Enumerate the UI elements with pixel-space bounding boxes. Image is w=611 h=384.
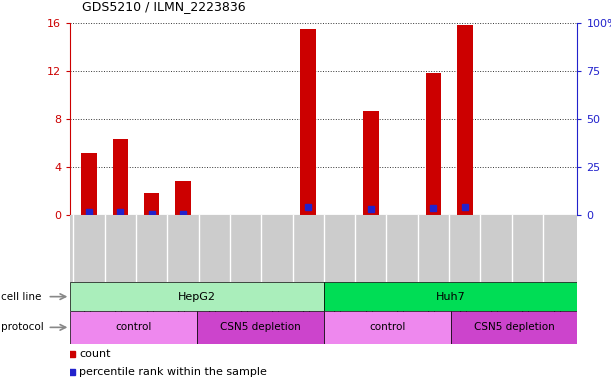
- Bar: [450, 311, 577, 344]
- Text: percentile rank within the sample: percentile rank within the sample: [79, 366, 267, 377]
- Text: control: control: [115, 322, 152, 333]
- Bar: [426, 73, 441, 215]
- Bar: [301, 29, 316, 215]
- Bar: [324, 282, 577, 311]
- Bar: [112, 139, 128, 215]
- Text: count: count: [79, 349, 111, 359]
- Text: protocol: protocol: [1, 322, 43, 333]
- Text: cell line: cell line: [1, 291, 41, 302]
- Bar: [324, 311, 450, 344]
- Bar: [175, 182, 191, 215]
- Bar: [81, 152, 97, 215]
- Bar: [70, 311, 197, 344]
- Text: HepG2: HepG2: [178, 291, 216, 302]
- Text: GDS5210 / ILMN_2223836: GDS5210 / ILMN_2223836: [82, 0, 246, 13]
- Bar: [457, 25, 472, 215]
- Bar: [363, 111, 379, 215]
- Text: CSN5 depletion: CSN5 depletion: [220, 322, 301, 333]
- Text: CSN5 depletion: CSN5 depletion: [474, 322, 554, 333]
- Text: Huh7: Huh7: [436, 291, 466, 302]
- Bar: [144, 194, 159, 215]
- Text: control: control: [369, 322, 406, 333]
- Bar: [70, 282, 324, 311]
- Bar: [197, 311, 324, 344]
